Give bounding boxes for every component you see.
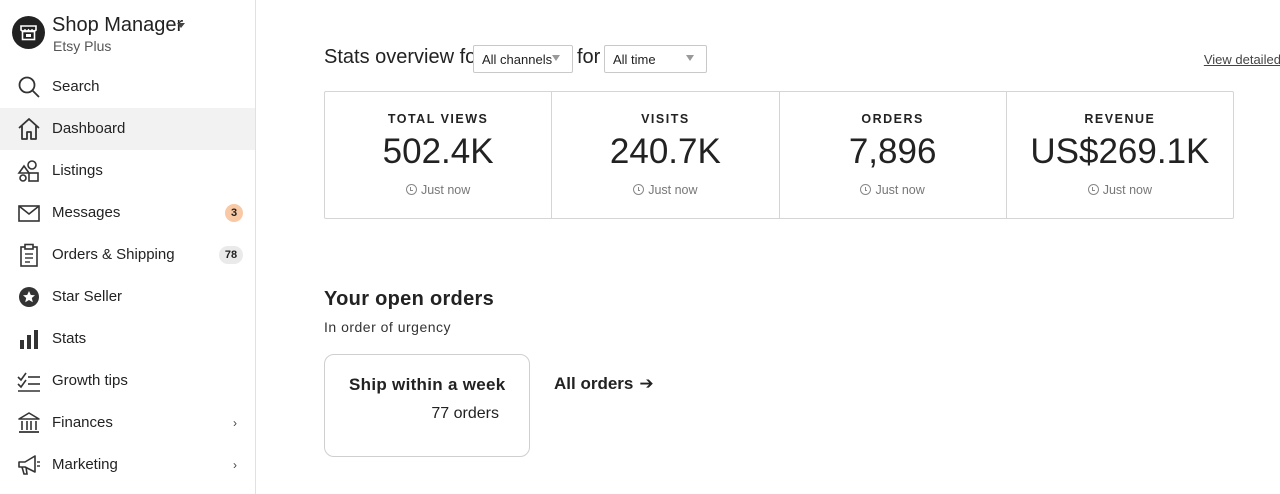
sidebar-item-messages[interactable]: Messages 3 bbox=[0, 192, 255, 234]
stats-for-label: for bbox=[577, 46, 601, 68]
sidebar-item-label: Orders & Shipping bbox=[52, 246, 175, 263]
shop-logo-icon bbox=[12, 16, 45, 49]
sidebar-item-orders-shipping[interactable]: Orders & Shipping 78 bbox=[0, 234, 255, 276]
arrow-right-icon: ➔ bbox=[639, 374, 654, 393]
caret-down-icon bbox=[177, 23, 185, 28]
stat-card-total-views[interactable]: TOTAL VIEWS 502.4K Just now bbox=[325, 92, 553, 218]
order-card-count: 77 orders bbox=[431, 405, 499, 422]
stats-header: Stats overview for All channels for All … bbox=[324, 44, 1280, 74]
sidebar-item-finances[interactable]: Finances › bbox=[0, 402, 255, 444]
chevron-down-icon bbox=[686, 55, 694, 61]
orders-count-badge: 78 bbox=[219, 246, 243, 264]
shop-plan-label: Etsy Plus bbox=[53, 38, 112, 54]
sidebar-item-label: Messages bbox=[52, 204, 121, 221]
listings-icon bbox=[17, 160, 39, 182]
clock-icon bbox=[633, 184, 645, 195]
all-orders-link[interactable]: All orders ➔ bbox=[554, 374, 654, 394]
clipboard-icon bbox=[20, 243, 38, 267]
open-orders-subtitle: In order of urgency bbox=[324, 319, 452, 335]
stat-label: ORDERS bbox=[861, 112, 924, 126]
megaphone-icon bbox=[18, 455, 40, 475]
stats-overview-title: Stats overview for bbox=[324, 46, 483, 68]
chevron-right-icon: › bbox=[233, 416, 237, 430]
sidebar-item-label: Finances bbox=[52, 414, 113, 431]
sidebar-item-label: Dashboard bbox=[52, 120, 126, 137]
stat-card-visits[interactable]: VISITS 240.7K Just now bbox=[552, 92, 780, 218]
checklist-icon bbox=[17, 372, 40, 392]
bar-chart-icon bbox=[20, 330, 38, 349]
sidebar-item-stats[interactable]: Stats bbox=[0, 318, 255, 360]
clock-icon bbox=[860, 184, 872, 195]
chevron-right-icon: › bbox=[233, 458, 237, 472]
search-icon bbox=[18, 76, 40, 98]
messages-count-badge: 3 bbox=[225, 204, 243, 222]
stat-label: REVENUE bbox=[1084, 112, 1156, 126]
sidebar-item-listings[interactable]: Listings bbox=[0, 150, 255, 192]
sidebar-item-dashboard[interactable]: Dashboard bbox=[0, 108, 255, 150]
sidebar-item-label: Stats bbox=[52, 330, 87, 347]
stat-updated: Just now bbox=[552, 183, 778, 197]
stat-card-orders[interactable]: ORDERS 7,896 Just now bbox=[780, 92, 1007, 218]
stats-cards: TOTAL VIEWS 502.4K Just now VISITS 240.7… bbox=[324, 91, 1234, 219]
sidebar-item-growth-tips[interactable]: Growth tips bbox=[0, 360, 255, 402]
open-orders-title: Your open orders bbox=[324, 288, 495, 310]
chevron-down-icon bbox=[552, 55, 560, 61]
sidebar-item-marketing[interactable]: Marketing › bbox=[0, 444, 255, 486]
stat-value: US$269.1K bbox=[1030, 132, 1210, 171]
clock-icon bbox=[405, 184, 417, 195]
envelope-icon bbox=[18, 205, 40, 222]
stat-updated: Just now bbox=[780, 183, 1006, 197]
channel-select[interactable]: All channels bbox=[473, 45, 573, 73]
sidebar-item-label: Listings bbox=[52, 162, 103, 179]
main-content: Stats overview for All channels for All … bbox=[256, 0, 1280, 494]
all-orders-label: All orders bbox=[554, 374, 634, 393]
stat-value: 7,896 bbox=[848, 132, 937, 171]
ship-within-week-card[interactable]: Ship within a week 77 orders bbox=[324, 354, 530, 457]
sidebar-item-label: Search bbox=[52, 78, 100, 95]
view-detailed-stats-link[interactable]: View detailed stats bbox=[1203, 52, 1280, 67]
clock-icon bbox=[1087, 184, 1099, 195]
stat-card-revenue[interactable]: REVENUE US$269.1K Just now bbox=[1007, 92, 1233, 218]
star-badge-icon bbox=[19, 287, 39, 307]
sidebar-item-search[interactable]: Search bbox=[0, 66, 255, 108]
home-icon bbox=[18, 118, 40, 140]
sidebar-item-label: Growth tips bbox=[52, 372, 128, 389]
sidebar-item-star-seller[interactable]: Star Seller bbox=[0, 276, 255, 318]
shop-manager-title: Shop Manager bbox=[52, 14, 184, 36]
shop-manager-switcher[interactable]: Shop Manager Etsy Plus bbox=[12, 14, 252, 54]
time-range-select-value: All time bbox=[613, 52, 656, 67]
bank-icon bbox=[18, 412, 40, 433]
stat-value: 502.4K bbox=[382, 132, 494, 171]
stat-label: TOTAL VIEWS bbox=[387, 112, 489, 126]
stat-label: VISITS bbox=[641, 112, 690, 126]
sidebar-item-label: Star Seller bbox=[52, 288, 123, 305]
stat-updated: Just now bbox=[325, 183, 551, 197]
sidebar-item-label: Marketing bbox=[52, 456, 118, 473]
sidebar-nav: Search Dashboard Listings Messages 3 Ord… bbox=[0, 66, 255, 486]
order-card-title: Ship within a week bbox=[349, 375, 506, 394]
stat-value: 240.7K bbox=[609, 132, 721, 171]
time-range-select[interactable]: All time bbox=[604, 45, 707, 73]
stat-updated: Just now bbox=[1007, 183, 1233, 197]
sidebar: Shop Manager Etsy Plus Search Dashboard … bbox=[0, 0, 256, 494]
channel-select-value: All channels bbox=[482, 52, 553, 67]
